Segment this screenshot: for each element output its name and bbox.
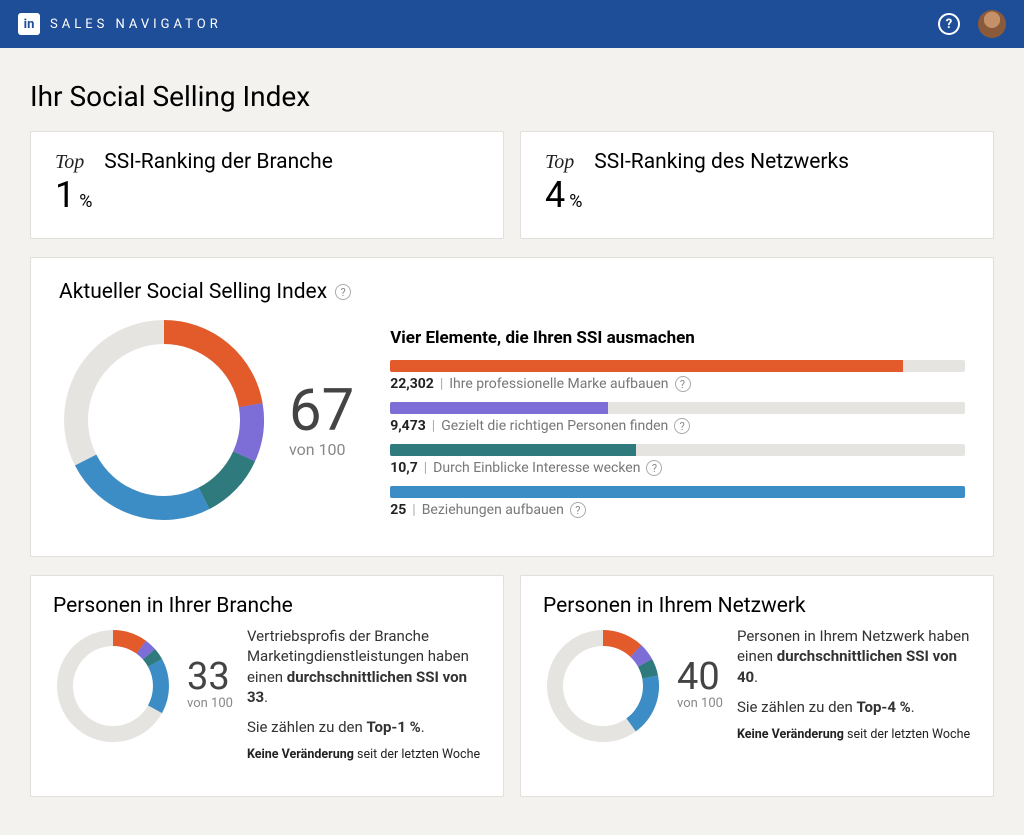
network-rank-line: Sie zählen zu den Top-4 %. bbox=[737, 697, 971, 717]
of-label: von 100 bbox=[187, 696, 233, 711]
ssi-bar-row: 22,302 | Ihre professionelle Marke aufba… bbox=[390, 360, 965, 392]
ssi-score: 67 bbox=[289, 382, 354, 440]
ssi-donut-chart bbox=[59, 315, 269, 525]
rank-title: SSI-Ranking der Branche bbox=[104, 150, 333, 174]
bar-value: 10,7 bbox=[390, 460, 418, 476]
bar-label: Beziehungen aufbauen bbox=[422, 502, 564, 518]
ssi-bar-row: 9,473 | Gezielt die richtigen Personen f… bbox=[390, 402, 965, 434]
app-name: SALES NAVIGATOR bbox=[50, 17, 222, 32]
industry-people-card: Personen in Ihrer Branche 33 von 100 Ver… bbox=[30, 575, 504, 797]
network-desc: Personen in Ihrem Netzwerk haben einen d… bbox=[737, 626, 971, 687]
help-icon[interactable]: ? bbox=[675, 376, 691, 392]
bar-track bbox=[390, 444, 965, 456]
ranking-industry-card: Top SSI-Ranking der Branche 1% bbox=[30, 131, 504, 239]
card-title: Personen in Ihrer Branche bbox=[53, 594, 481, 618]
ssi-of-label: von 100 bbox=[289, 440, 354, 459]
industry-change-line: Keine Veränderung seit der letzten Woche bbox=[247, 747, 481, 764]
top-navbar: in SALES NAVIGATOR ? bbox=[0, 0, 1024, 48]
bar-label: Ihre professionelle Marke aufbauen bbox=[449, 376, 668, 392]
help-icon[interactable]: ? bbox=[674, 418, 690, 434]
bar-value: 25 bbox=[390, 502, 406, 518]
bar-caption: 10,7 | Durch Einblicke Interesse wecken … bbox=[390, 460, 965, 476]
bar-track bbox=[390, 486, 965, 498]
bar-fill bbox=[390, 486, 965, 498]
network-people-card: Personen in Ihrem Netzwerk 40 von 100 Pe… bbox=[520, 575, 994, 797]
industry-rank-line: Sie zählen zu den Top-1 %. bbox=[247, 717, 481, 737]
rank-value: 4 bbox=[545, 174, 565, 216]
bar-fill bbox=[390, 402, 608, 414]
network-donut-chart bbox=[543, 626, 663, 746]
help-icon[interactable]: ? bbox=[335, 284, 351, 300]
industry-desc: Vertriebsprofis der Branche Marketingdie… bbox=[247, 626, 481, 707]
rank-top-label: Top bbox=[55, 151, 84, 174]
card-title: Personen in Ihrem Netzwerk bbox=[543, 594, 971, 618]
percent-sign: % bbox=[79, 191, 92, 212]
ssi-bar-row: 25 | Beziehungen aufbauen ? bbox=[390, 486, 965, 518]
bar-caption: 9,473 | Gezielt die richtigen Personen f… bbox=[390, 418, 965, 434]
bar-label: Gezielt die richtigen Personen finden bbox=[441, 418, 668, 434]
industry-donut-chart bbox=[53, 626, 173, 746]
bar-value: 9,473 bbox=[390, 418, 426, 434]
ssi-card-title: Aktueller Social Selling Index bbox=[59, 280, 327, 304]
help-icon[interactable]: ? bbox=[938, 13, 960, 35]
help-icon[interactable]: ? bbox=[646, 460, 662, 476]
network-change-line: Keine Veränderung seit der letzten Woche bbox=[737, 727, 971, 744]
bar-fill bbox=[390, 444, 636, 456]
bar-caption: 25 | Beziehungen aufbauen ? bbox=[390, 502, 965, 518]
help-icon[interactable]: ? bbox=[570, 502, 586, 518]
bar-track bbox=[390, 402, 965, 414]
bars-title: Vier Elemente, die Ihren SSI ausmachen bbox=[390, 328, 965, 348]
bars-list: 22,302 | Ihre professionelle Marke aufba… bbox=[390, 360, 965, 518]
avatar[interactable] bbox=[978, 10, 1006, 38]
bar-label: Durch Einblicke Interesse wecken bbox=[433, 460, 640, 476]
rank-top-label: Top bbox=[545, 151, 574, 174]
of-label: von 100 bbox=[677, 696, 723, 711]
bar-value: 22,302 bbox=[390, 376, 434, 392]
bar-fill bbox=[390, 360, 903, 372]
rank-title: SSI-Ranking des Netzwerks bbox=[594, 150, 849, 174]
rank-value: 1 bbox=[55, 174, 75, 216]
ranking-network-card: Top SSI-Ranking des Netzwerks 4% bbox=[520, 131, 994, 239]
ssi-main-card: Aktueller Social Selling Index ? 67 von … bbox=[30, 257, 994, 557]
percent-sign: % bbox=[569, 191, 582, 212]
page-title: Ihr Social Selling Index bbox=[30, 80, 994, 113]
bar-caption: 22,302 | Ihre professionelle Marke aufba… bbox=[390, 376, 965, 392]
network-score: 40 bbox=[677, 658, 723, 696]
linkedin-logo-icon[interactable]: in bbox=[18, 13, 40, 35]
ssi-bar-row: 10,7 | Durch Einblicke Interesse wecken … bbox=[390, 444, 965, 476]
industry-score: 33 bbox=[187, 658, 233, 696]
bar-track bbox=[390, 360, 965, 372]
